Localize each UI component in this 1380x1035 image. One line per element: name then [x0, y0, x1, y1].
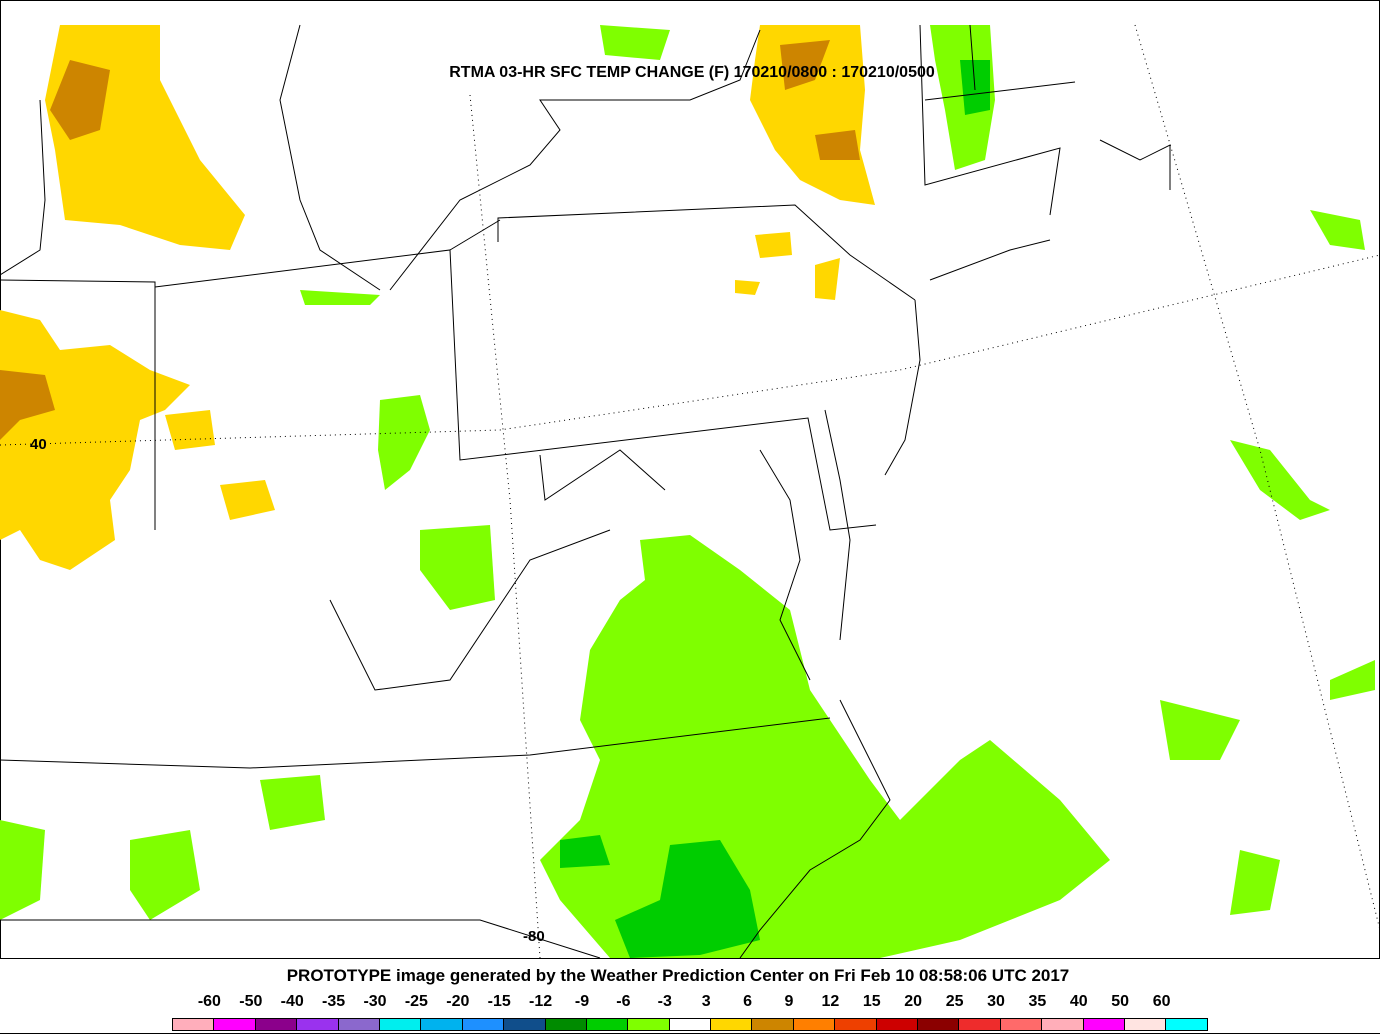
legend-swatch — [338, 1019, 380, 1030]
legend-swatch — [628, 1019, 670, 1030]
legend-label: -15 — [487, 993, 511, 1010]
legend-labels: -60 -50 -40 -35 -30 -25 -20 -15 -12 -9 -6 -3 3 6 9 12 15… — [0, 993, 1380, 1013]
footer-text: PROTOTYPE image generated by the Weather… — [286, 966, 1070, 985]
legend-swatch — [793, 1019, 836, 1030]
longitude-label: -80 — [523, 928, 545, 945]
legend-label: -50 — [239, 993, 263, 1010]
legend-swatch — [959, 1019, 1001, 1030]
legend-label: 60 — [1152, 993, 1171, 1010]
legend-swatch — [1166, 1019, 1207, 1030]
map-title-text: RTMA 03-HR SFC TEMP CHANGE (F) 170210/08… — [449, 64, 935, 81]
legend-swatch — [918, 1019, 960, 1030]
warming-areas — [0, 25, 875, 570]
legend-swatch — [711, 1019, 753, 1030]
legend-label: 3 — [701, 993, 711, 1010]
divider — [0, 1033, 1380, 1034]
legend-swatch — [669, 1019, 712, 1030]
legend-swatch — [876, 1019, 919, 1030]
legend-label: -6 — [616, 993, 631, 1010]
color-legend — [172, 1018, 1208, 1031]
legend-label: -35 — [322, 993, 346, 1010]
strong-warming-areas — [0, 40, 860, 440]
legend-label: 15 — [862, 993, 881, 1010]
legend-swatch — [297, 1019, 339, 1030]
legend-label: -30 — [363, 993, 387, 1010]
legend-swatch — [835, 1019, 877, 1030]
temperature-change-map — [0, 0, 1380, 959]
legend-label: -60 — [197, 993, 221, 1010]
legend-label: -9 — [574, 993, 590, 1010]
legend-swatch — [545, 1019, 587, 1030]
legend-swatch — [586, 1019, 629, 1030]
legend-label: -25 — [404, 993, 428, 1010]
legend-label: 9 — [784, 993, 794, 1010]
legend-label: -12 — [529, 993, 553, 1010]
legend-label: -20 — [446, 993, 470, 1010]
legend-label: 35 — [1028, 993, 1047, 1010]
legend-swatch — [1042, 1019, 1084, 1030]
legend-swatch — [1083, 1019, 1125, 1030]
legend-label: 12 — [821, 993, 840, 1010]
legend-label: -3 — [657, 993, 672, 1010]
legend-label: 50 — [1111, 993, 1130, 1010]
legend-swatch — [379, 1019, 422, 1030]
legend-label: 40 — [1069, 993, 1088, 1010]
legend-swatch — [173, 1019, 215, 1030]
legend-swatch — [752, 1019, 794, 1030]
state-borders — [0, 24, 1171, 959]
legend-label: -40 — [280, 993, 304, 1010]
legend-label: 6 — [743, 993, 753, 1010]
graticule — [0, 24, 1380, 959]
legend-swatch — [504, 1019, 546, 1030]
legend-label: 20 — [904, 993, 923, 1010]
legend-label: 25 — [945, 993, 964, 1010]
latitude-label: 40 — [30, 436, 47, 453]
legend-swatch — [462, 1019, 505, 1030]
legend-swatch — [255, 1019, 298, 1030]
legend-swatch — [1124, 1019, 1167, 1030]
map-title: RTMA 03-HR SFC TEMP CHANGE (F) 170210/08… — [0, 64, 1380, 82]
legend-swatch — [214, 1019, 256, 1030]
legend-swatch — [421, 1019, 463, 1030]
legend-label: 30 — [987, 993, 1005, 1010]
legend-swatch — [1000, 1019, 1043, 1030]
